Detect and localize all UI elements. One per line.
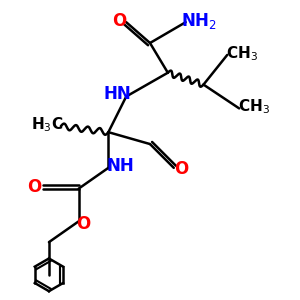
Text: O: O: [112, 12, 126, 30]
Text: HN: HN: [103, 85, 131, 103]
Text: CH$_3$: CH$_3$: [238, 98, 270, 116]
Text: O: O: [76, 215, 90, 233]
Text: NH$_2$: NH$_2$: [181, 11, 217, 31]
Text: CH$_3$: CH$_3$: [226, 44, 258, 63]
Text: O: O: [28, 178, 42, 196]
Text: O: O: [174, 160, 188, 178]
Text: NH: NH: [106, 157, 134, 175]
Text: H$_3$C: H$_3$C: [31, 116, 64, 134]
